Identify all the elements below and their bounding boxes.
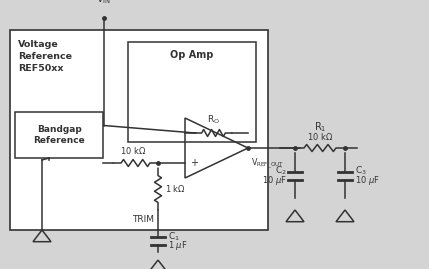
Bar xyxy=(10,30,268,230)
Text: 10 $\mu$F: 10 $\mu$F xyxy=(262,174,287,187)
Text: $\mathsf{R_O}$: $\mathsf{R_O}$ xyxy=(207,114,220,126)
Text: $\mathsf{C_1}$: $\mathsf{C_1}$ xyxy=(168,231,180,243)
Text: Op Amp: Op Amp xyxy=(170,50,214,60)
Text: Bandgap
Reference: Bandgap Reference xyxy=(33,125,85,146)
Text: $\mathsf{V_{IN}}$: $\mathsf{V_{IN}}$ xyxy=(97,0,112,6)
Text: $\mathsf{R_1}$: $\mathsf{R_1}$ xyxy=(314,120,326,134)
Text: $\mathsf{C_3}$: $\mathsf{C_3}$ xyxy=(355,164,367,177)
Text: 1 k$\Omega$: 1 k$\Omega$ xyxy=(165,183,186,194)
Text: 10 k$\Omega$: 10 k$\Omega$ xyxy=(121,145,147,156)
Text: +: + xyxy=(190,158,198,168)
Text: 10 k$\Omega$: 10 k$\Omega$ xyxy=(307,131,333,142)
Text: $\mathsf{V_{REF\_OUT}}$: $\mathsf{V_{REF\_OUT}}$ xyxy=(251,157,284,171)
Text: TRIM: TRIM xyxy=(132,215,154,224)
Bar xyxy=(15,112,103,158)
Text: −: − xyxy=(190,128,198,138)
Text: $\mathsf{C_2}$: $\mathsf{C_2}$ xyxy=(275,164,287,177)
Bar xyxy=(128,42,256,142)
Text: 10 $\mu$F: 10 $\mu$F xyxy=(355,174,380,187)
Text: Voltage
Reference
REF50xx: Voltage Reference REF50xx xyxy=(18,40,72,73)
Text: 1 $\mu$F: 1 $\mu$F xyxy=(168,239,187,253)
